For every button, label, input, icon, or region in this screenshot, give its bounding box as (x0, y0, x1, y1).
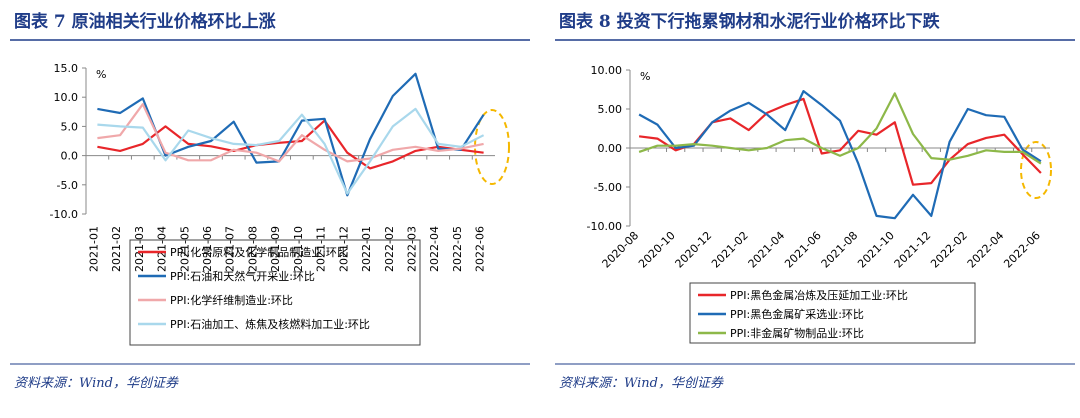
x-tick-label: 2022-06 (474, 226, 487, 272)
x-tick-label: 2021-05 (178, 226, 191, 272)
x-tick-label: 2022-05 (451, 226, 464, 272)
x-tick-label: 2021-08 (246, 226, 259, 272)
chart-title: 图表 8 投资下行拖累钢材和水泥行业价格环比下跌 (559, 11, 941, 32)
x-tick-label: 2022-04 (965, 229, 1007, 271)
x-tick-label: 2020-08 (600, 229, 642, 271)
series-line (97, 107, 485, 195)
source: 资料来源：Wind，华创证券 (14, 376, 179, 391)
series-line (97, 103, 484, 163)
legend-label: PPI:石油加工、炼焦及核燃料加工业:环比 (170, 317, 370, 331)
x-tick-label: 2021-02 (709, 229, 751, 271)
y-tick-label: -5.00 (594, 181, 622, 194)
legend-label: PPI:化学纤维制造业:环比 (170, 293, 293, 307)
x-tick-label: 2021-12 (337, 226, 350, 272)
x-tick-label: 2021-10 (292, 226, 305, 272)
x-tick-label: 2021-06 (782, 229, 824, 271)
legend-label: PPI:黑色金属矿采选业:环比 (730, 307, 864, 321)
x-tick-label: 2022-02 (383, 226, 396, 272)
unit-label: % (640, 70, 650, 83)
legend-label: PPI:化学原料及化学制品制造业:环比 (170, 245, 348, 259)
series-line (638, 92, 1042, 165)
y-tick-label: -10.00 (587, 220, 622, 233)
legend-label: PPI:石油和天然气开采业:环比 (170, 269, 315, 283)
x-tick-label: 2021-09 (269, 226, 282, 272)
y-tick-label: 10.0 (54, 91, 79, 104)
x-tick-label: 2020-12 (673, 229, 715, 271)
x-tick-label: 2022-04 (428, 226, 441, 272)
x-tick-label: 2022-01 (360, 226, 373, 272)
x-tick-label: 2021-07 (224, 226, 237, 272)
unit-label: % (96, 68, 106, 81)
y-tick-label: 10.00 (591, 64, 623, 77)
x-tick-label: 2021-11 (315, 226, 328, 272)
y-tick-label: 0.00 (598, 142, 623, 155)
source: 资料来源：Wind，华创证券 (559, 376, 724, 391)
x-tick-label: 2021-03 (133, 226, 146, 272)
y-tick-label: 0.0 (61, 150, 79, 163)
x-tick-label: 2021-12 (892, 229, 934, 271)
x-tick-label: 2021-01 (87, 226, 100, 272)
x-tick-label: 2022-03 (405, 226, 418, 272)
highlight-ellipse (1020, 141, 1052, 199)
x-tick-label: 2022-06 (1001, 229, 1043, 271)
legend-label: PPI:非金属矿物制品业:环比 (730, 326, 864, 340)
series-line (638, 90, 1042, 220)
highlight-ellipse (474, 109, 510, 185)
x-tick-label: 2020-10 (636, 229, 678, 271)
chart-title: 图表 7 原油相关行业价格环比上涨 (14, 11, 276, 32)
y-tick-label: 15.0 (54, 62, 79, 75)
y-tick-label: 5.00 (598, 103, 623, 116)
x-tick-label: 2021-02 (110, 226, 123, 272)
y-tick-label: -5.0 (57, 179, 78, 192)
legend-label: PPI:黑色金属冶炼及压延加工业:环比 (730, 288, 908, 302)
x-tick-label: 2021-08 (819, 229, 861, 271)
legend-box (689, 282, 976, 344)
y-tick-label: -10.0 (50, 208, 78, 221)
x-tick-label: 2021-04 (156, 226, 169, 272)
y-tick-label: 5.0 (61, 120, 79, 133)
x-tick-label: 2022-02 (928, 229, 970, 271)
x-tick-label: 2021-04 (746, 229, 788, 271)
series-line (638, 97, 1042, 186)
x-tick-label: 2021-10 (855, 229, 897, 271)
x-tick-label: 2021-06 (201, 226, 214, 272)
legend-box (129, 239, 421, 346)
